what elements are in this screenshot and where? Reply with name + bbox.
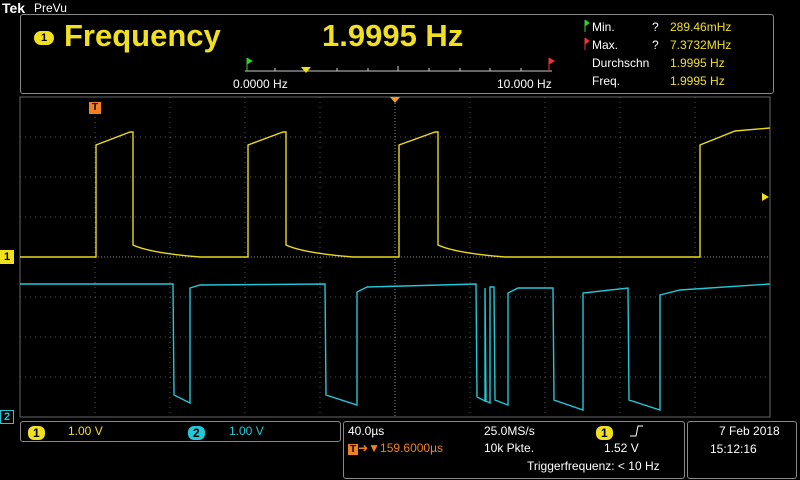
timebase-panel xyxy=(343,421,685,479)
trigger-level: 1.52 V xyxy=(604,441,639,455)
brand: Tek xyxy=(2,0,26,16)
trigger-slope xyxy=(630,425,643,437)
channel-badge: 1 xyxy=(34,31,54,45)
slider-ticks xyxy=(274,66,522,71)
horizontal-position: 159.6000µs xyxy=(380,441,444,455)
stat-value: 7.3732MHz xyxy=(670,38,732,52)
trigger-frequency: Triggerfrequenz: < 10 Hz xyxy=(527,459,660,473)
ch1-scale: 1.00 V xyxy=(68,424,103,438)
ch1-badge: 1 xyxy=(28,426,45,440)
trigger-level xyxy=(762,193,769,201)
measurement-value: 1.9995 Hz xyxy=(322,18,464,53)
min-icon xyxy=(584,19,590,32)
sample-rate: 25.0MS/s xyxy=(484,424,535,438)
mean-marker xyxy=(301,67,311,73)
position-icon: T xyxy=(348,444,359,455)
graticule xyxy=(19,96,771,418)
mode: PreVu xyxy=(34,1,67,15)
measurement-name: Frequency xyxy=(64,18,221,53)
max-icon xyxy=(584,37,590,50)
scale-max: 10.000 Hz xyxy=(497,77,552,91)
ch1-marker: 1 xyxy=(0,250,14,264)
stat-label: Durchschn xyxy=(592,56,650,70)
stat-value: 1.9995 Hz xyxy=(670,74,725,88)
ch2-trace xyxy=(20,283,771,411)
date: 7 Feb 2018 xyxy=(719,424,780,438)
record-length: 10k Pkte. xyxy=(484,441,535,455)
measurement-panel xyxy=(20,14,774,94)
slider xyxy=(245,19,590,73)
stat-label: Freq. xyxy=(592,74,621,88)
min-flag xyxy=(246,57,253,71)
ch2-scale: 1.00 V xyxy=(229,424,264,438)
stat-label: Min. xyxy=(592,20,615,34)
stat-flag: ? xyxy=(652,20,659,34)
ch2-marker: 2 xyxy=(0,410,14,424)
max-flag xyxy=(548,57,555,71)
ch1-trace xyxy=(20,127,771,258)
trigger-source: 1 xyxy=(596,426,613,440)
time: 15:12:16 xyxy=(710,442,757,456)
stat-value: 1.9995 Hz xyxy=(670,56,725,70)
stat-flag: ? xyxy=(652,38,659,52)
scale-min: 0.0000 Hz xyxy=(233,77,288,91)
stat-value: 289.46mHz xyxy=(670,20,732,34)
channel-panel xyxy=(20,421,341,442)
stat-label: Max. xyxy=(592,38,619,52)
ch2-badge: 2 xyxy=(188,426,205,440)
trigger-position xyxy=(390,97,400,103)
datetime-panel xyxy=(687,421,797,479)
trigger-marker: T xyxy=(89,102,101,114)
horizontal-scale: 40.0µs xyxy=(348,424,385,438)
